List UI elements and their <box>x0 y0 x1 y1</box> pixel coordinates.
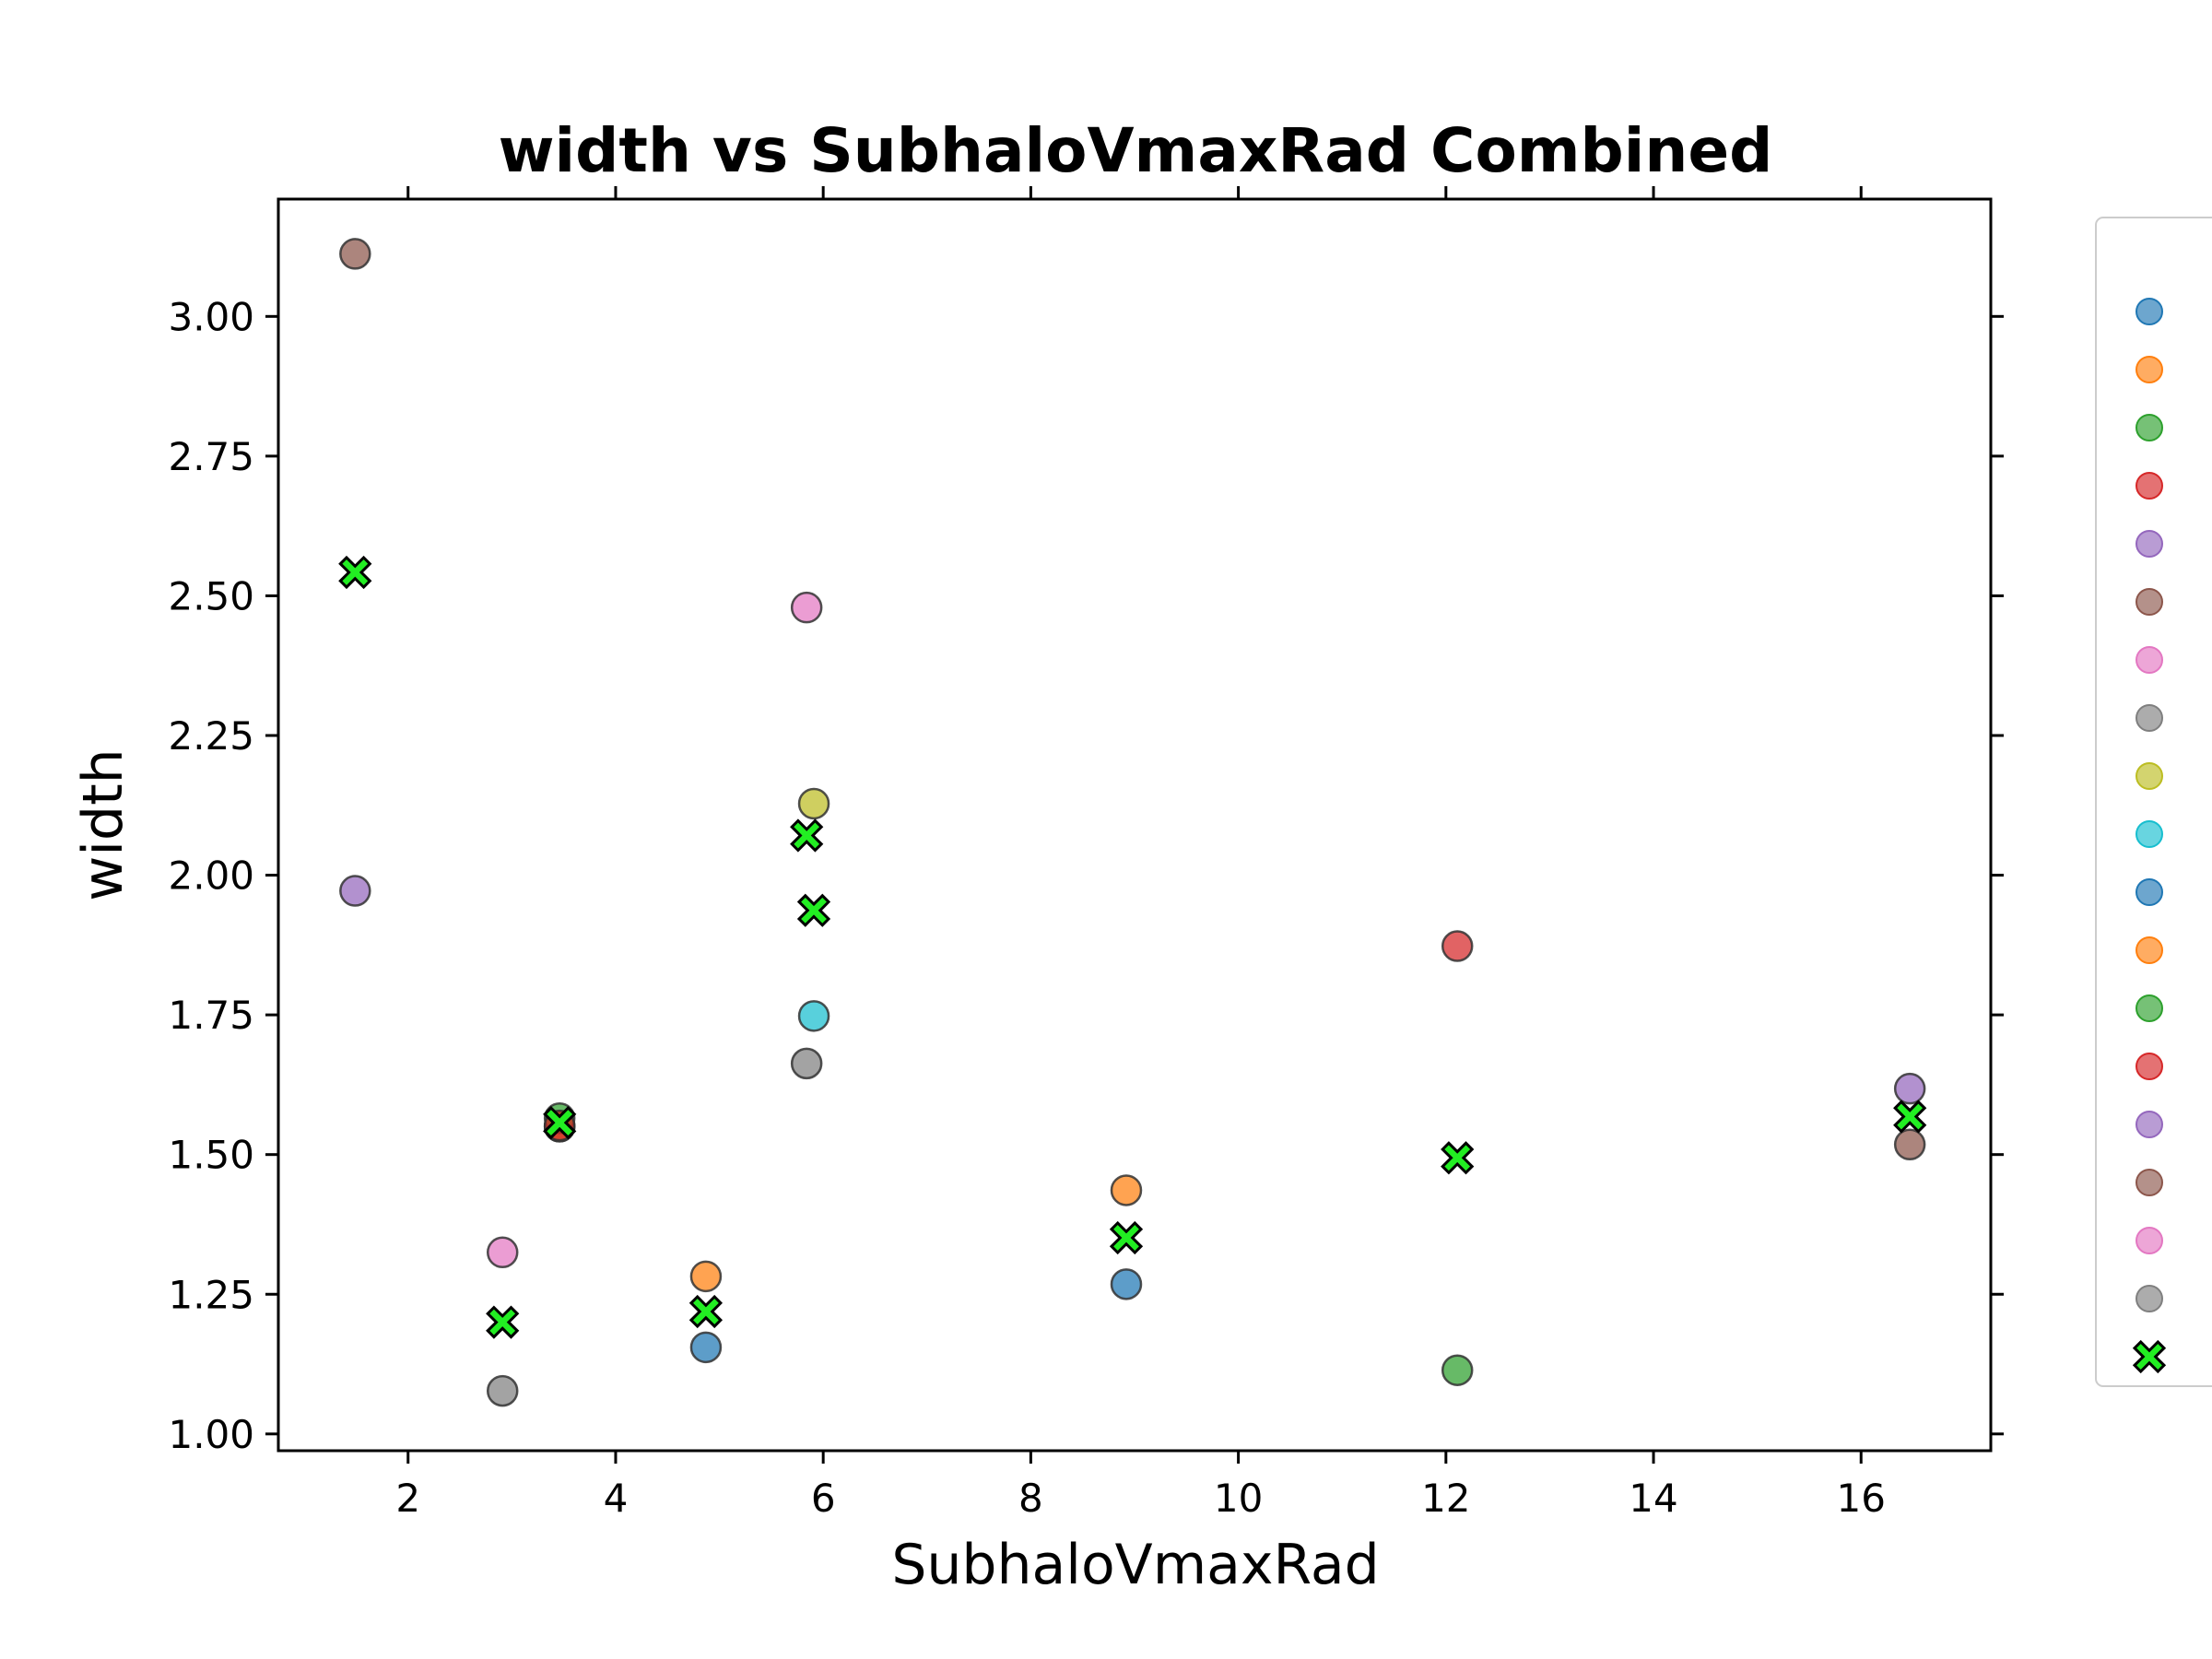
data-point-series-2 <box>689 1260 723 1293</box>
legend-marker-series-6 <box>2136 588 2163 616</box>
y-tick-label: 1.25 <box>168 1272 254 1317</box>
y-tick-label: 2.25 <box>168 713 254 759</box>
data-point-series-6 <box>339 238 371 270</box>
data-point-series-7 <box>790 591 823 624</box>
legend-marker-series-16 <box>2136 1169 2163 1196</box>
legend-marker-series-17 <box>2136 1227 2163 1254</box>
x-axis-ticks: 2 4 6 8 10 12 14 16 <box>395 186 1886 1521</box>
data-marks <box>338 238 1927 1407</box>
data-point-series-5 <box>339 875 371 907</box>
x-tick-label: 2 <box>395 1476 420 1521</box>
legend-marker-series-18 <box>2136 1285 2163 1312</box>
data-point-series-3 <box>1441 1354 1474 1386</box>
legend-marker-series-5 <box>2136 530 2163 558</box>
data-point-mean-marker <box>1109 1220 1144 1255</box>
legend-marker-series-3 <box>2136 414 2163 441</box>
legend-marker-series-13 <box>2136 994 2163 1022</box>
data-point-series-7 <box>486 1236 519 1269</box>
data-point-series-9 <box>797 787 830 820</box>
legend-marker-series-12 <box>2136 936 2163 964</box>
x-tick-label: 6 <box>811 1476 836 1521</box>
chart-title: width vs SubhaloVmaxRad Combined <box>499 115 1773 186</box>
data-point-series-1 <box>689 1331 723 1364</box>
y-tick-label: 3.00 <box>168 294 254 339</box>
data-point-series-8 <box>790 1047 823 1080</box>
y-tick-label: 2.50 <box>168 573 254 618</box>
legend-marker-series-1 <box>2136 298 2163 325</box>
data-point-mean-marker <box>1441 1141 1475 1175</box>
legend <box>2095 217 2212 1387</box>
legend-marker-series-8 <box>2136 704 2163 732</box>
legend-marker-mean <box>2132 1339 2167 1374</box>
y-tick-label: 1.75 <box>168 993 254 1038</box>
legend-items <box>2132 298 2167 1374</box>
legend-marker-series-11 <box>2136 878 2163 906</box>
data-point-series-6 <box>1893 1128 1926 1161</box>
data-point-mean-marker <box>338 555 372 590</box>
plot-frame <box>276 197 1993 1453</box>
data-point-mean-marker <box>796 893 831 927</box>
legend-marker-series-14 <box>2136 1053 2163 1080</box>
legend-marker-series-9 <box>2136 762 2163 790</box>
legend-marker-series-7 <box>2136 646 2163 674</box>
data-point-series-1 <box>1110 1268 1143 1300</box>
legend-marker-series-2 <box>2136 356 2163 383</box>
data-point-mean-marker <box>543 1105 577 1140</box>
data-point-series-10 <box>797 1000 830 1032</box>
data-point-series-2 <box>1110 1174 1143 1206</box>
data-point-mean-marker <box>486 1305 520 1339</box>
legend-marker-series-4 <box>2136 472 2163 500</box>
legend-marker-series-15 <box>2136 1111 2163 1138</box>
y-tick-label: 2.75 <box>168 434 254 479</box>
y-tick-label: 1.00 <box>168 1412 254 1457</box>
data-point-series-8 <box>486 1374 519 1407</box>
legend-frame <box>2095 217 2212 1387</box>
y-tick-label: 1.50 <box>168 1133 254 1178</box>
data-point-mean-marker <box>688 1294 724 1329</box>
y-axis-ticks: 1.00 1.25 1.50 1.75 2.00 2.25 2.50 2.75 3.00 <box>168 294 2004 1457</box>
data-point-mean-marker <box>1893 1100 1927 1134</box>
y-axis-label: width <box>71 748 135 900</box>
x-axis-label: SubhaloVmaxRad <box>891 1533 1379 1597</box>
x-tick-label: 4 <box>604 1476 629 1521</box>
y-tick-label: 2.00 <box>168 853 254 899</box>
data-point-series-4 <box>1441 930 1474 962</box>
data-point-series-5 <box>1893 1072 1926 1105</box>
legend-marker-series-10 <box>2136 820 2163 848</box>
data-point-mean-marker <box>790 818 824 853</box>
x-tick-label: 14 <box>1629 1476 1677 1521</box>
x-tick-label: 10 <box>1214 1476 1263 1521</box>
x-tick-label: 8 <box>1018 1476 1043 1521</box>
x-tick-label: 12 <box>1421 1476 1470 1521</box>
x-tick-label: 16 <box>1837 1476 1886 1521</box>
